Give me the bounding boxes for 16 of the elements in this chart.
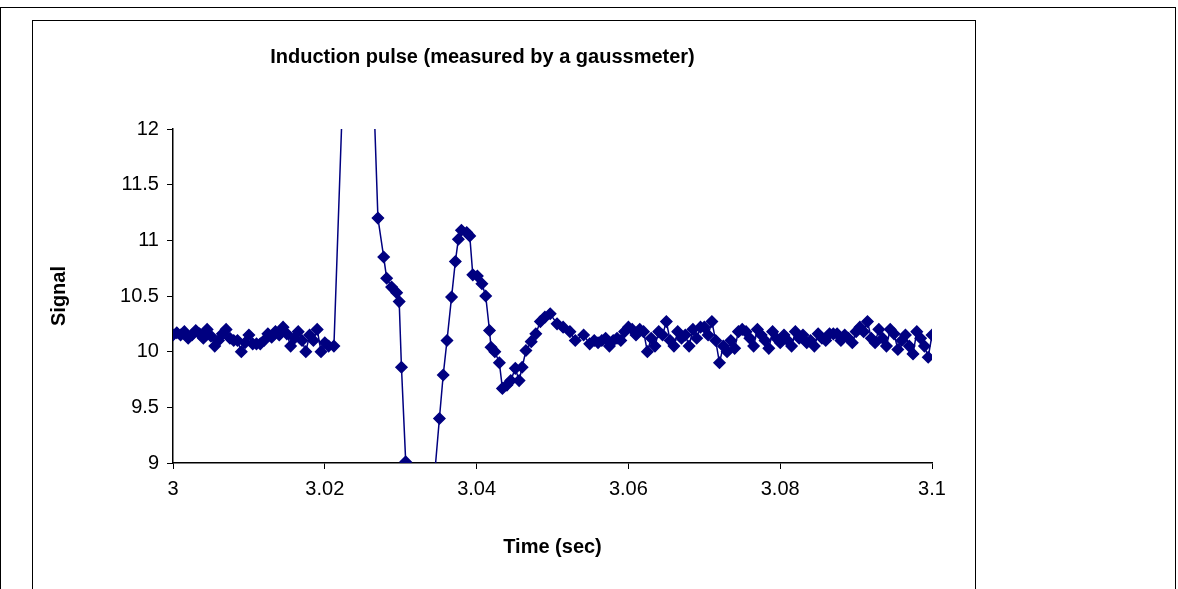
- y-tick-label: 10.5: [120, 283, 159, 306]
- x-tick-label: 3: [167, 476, 179, 499]
- x-tick-label: 3.04: [457, 476, 497, 499]
- x-tick-label: 3.08: [760, 476, 800, 499]
- y-tick-label: 10: [136, 339, 159, 362]
- y-tick-label: 9: [147, 450, 159, 473]
- chart-title: Induction pulse (measured by a gaussmeter): [270, 44, 695, 67]
- y-tick-label: 11.5: [121, 172, 159, 195]
- y-tick-label: 9.5: [131, 394, 159, 417]
- x-axis-title: Time (sec): [503, 534, 602, 557]
- x-tick-label: 3.02: [305, 476, 345, 499]
- x-tick-label: 3.1: [918, 476, 946, 499]
- y-tick-label: 11: [138, 227, 159, 250]
- y-tick-label: 12: [136, 116, 159, 139]
- x-tick-label: 3.06: [608, 476, 648, 499]
- y-axis-title: Signal: [46, 265, 69, 327]
